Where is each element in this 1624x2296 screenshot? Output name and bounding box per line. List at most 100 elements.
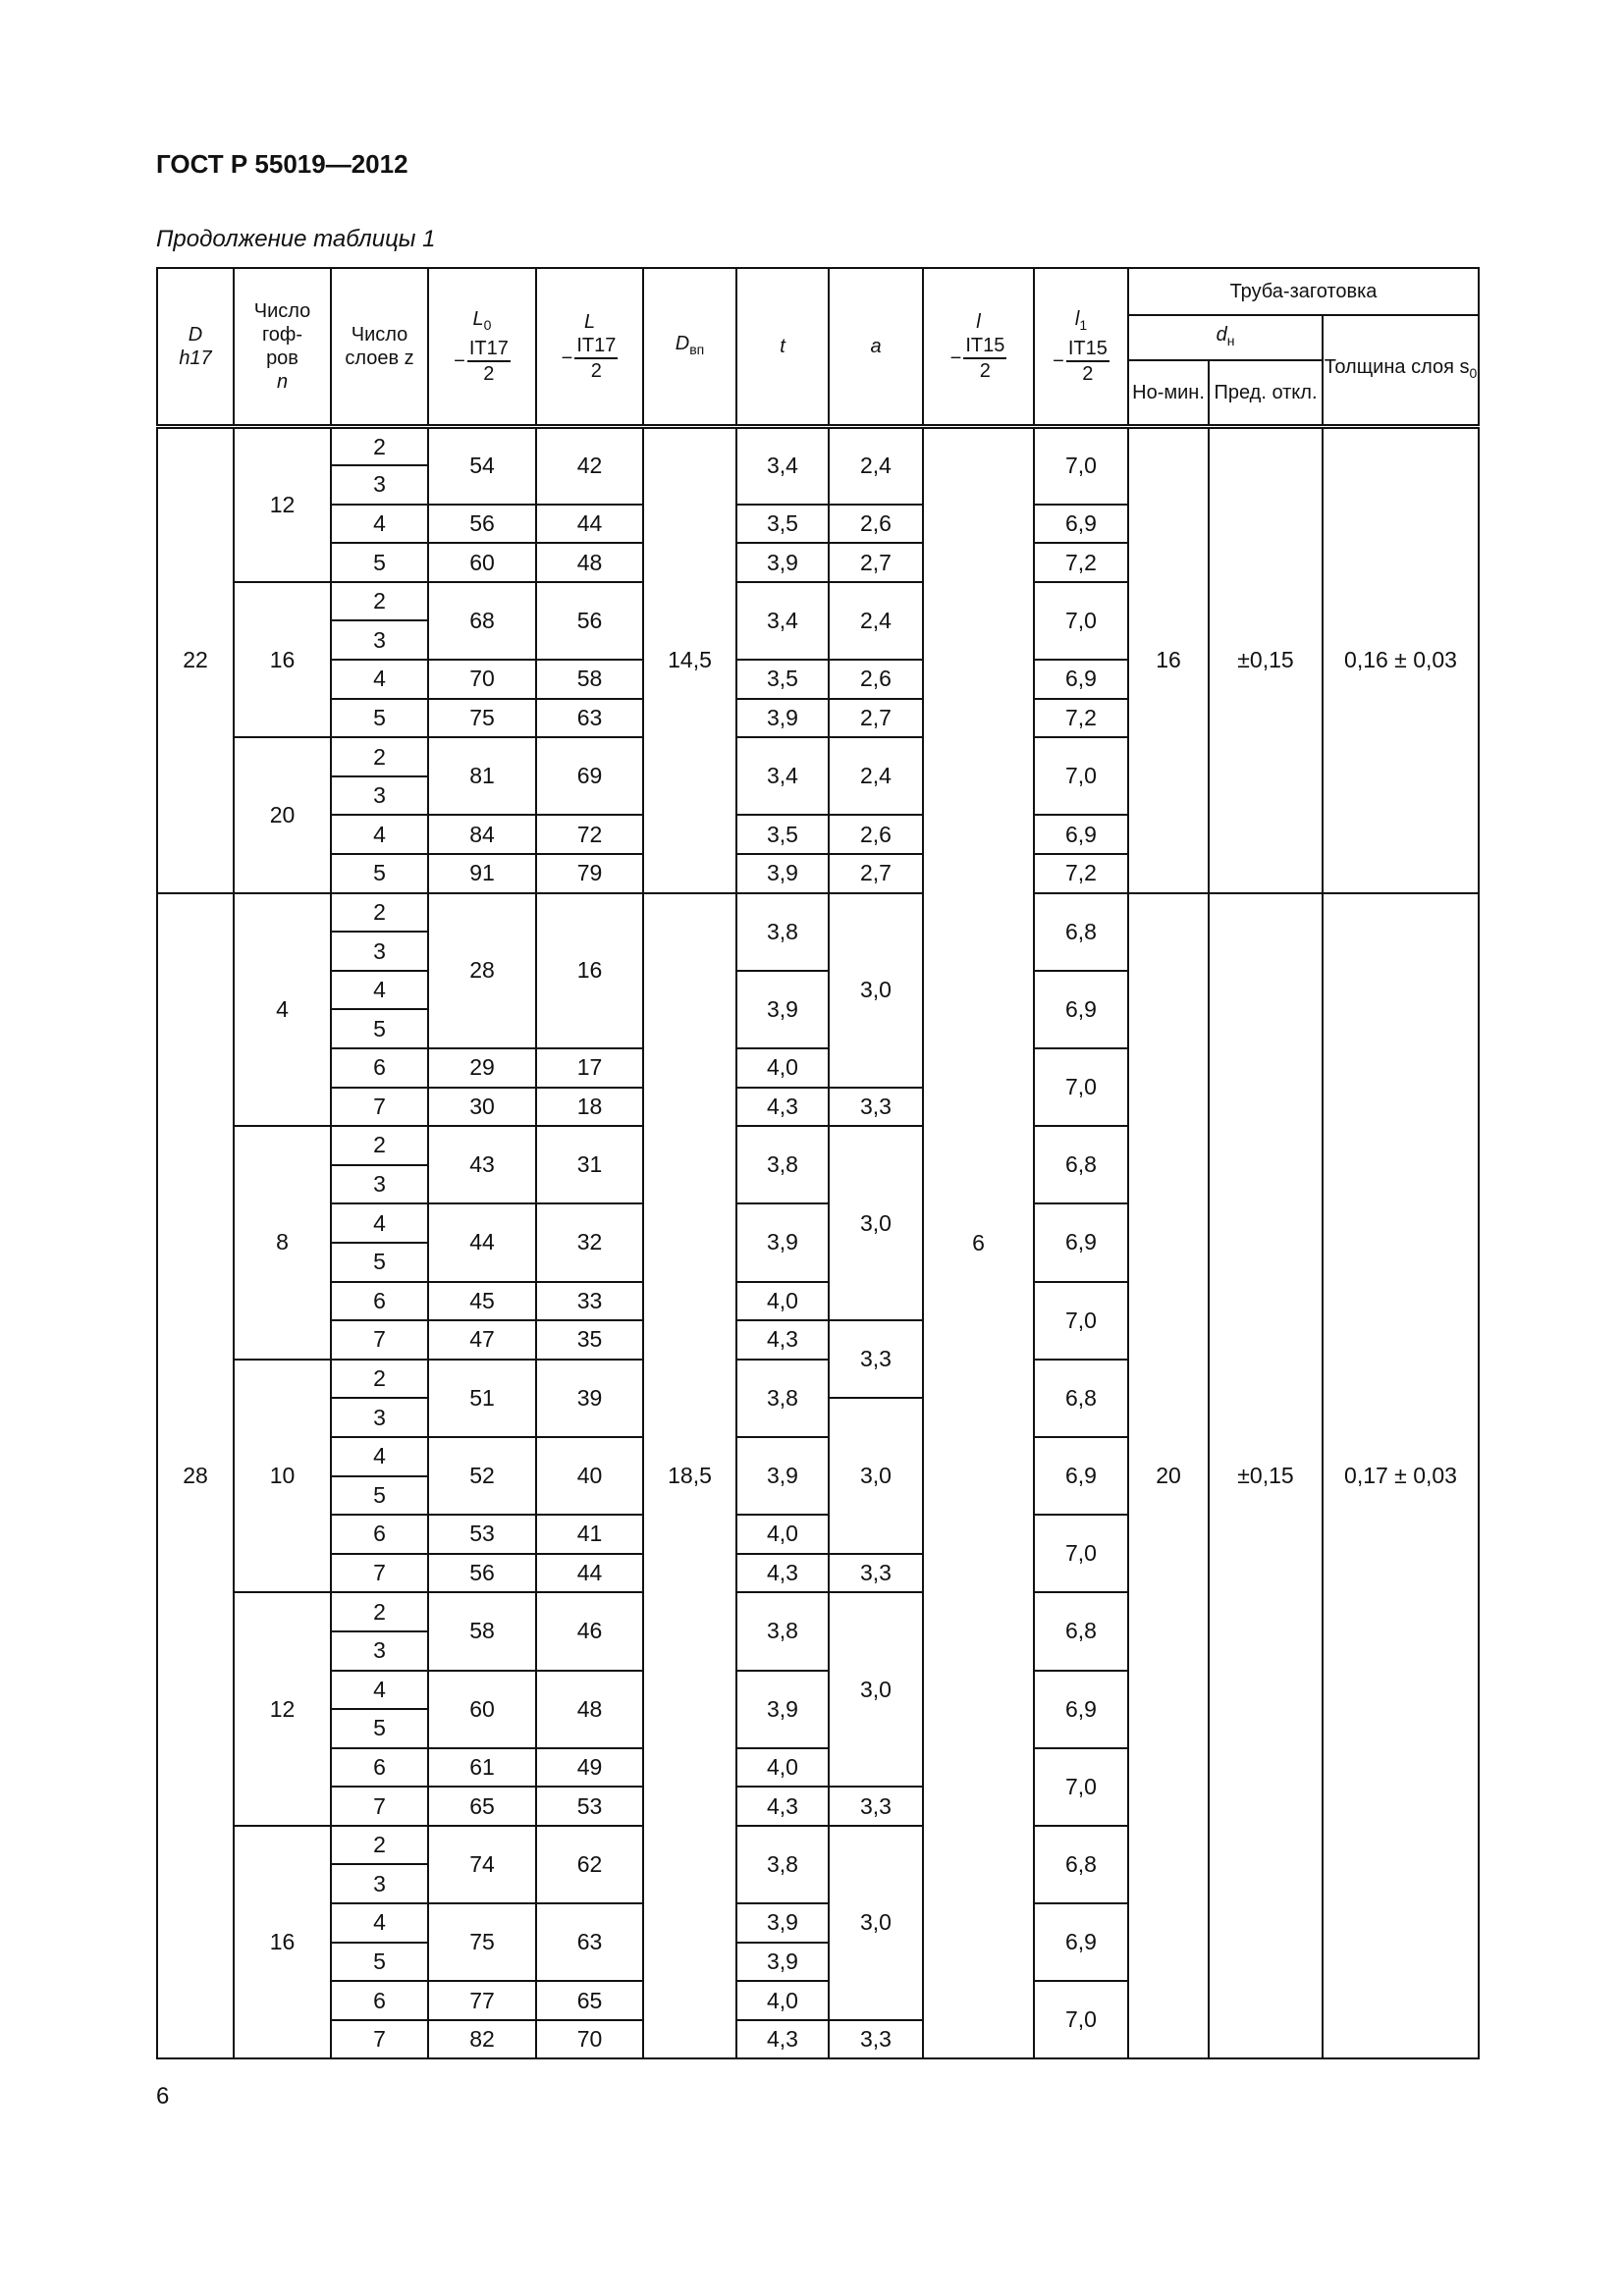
table-cell: 3: [330, 1863, 429, 1905]
table-cell: 70: [427, 659, 537, 700]
table-row: 10 2 51 39 3,8 6,8: [157, 1358, 1479, 1594]
table-row: 4 3,9 6,9: [157, 969, 1479, 1050]
table-row: 6 45 33 4,0 7,0: [157, 1280, 1479, 1361]
table-cell: 12: [233, 1591, 332, 1827]
table-row: 4 52 40 3,9 6,9: [157, 1435, 1479, 1517]
table-cell: 14,5: [642, 425, 737, 894]
table-cell: 60: [427, 1669, 537, 1749]
table-row: 5: [157, 1008, 1479, 1049]
table-cell: 3,5: [735, 814, 830, 856]
table-cell: 10: [233, 1358, 332, 1594]
table-cell: 4,0: [735, 1280, 830, 1322]
table-cell: 6,8: [1033, 1358, 1129, 1438]
table-cell: 0,16 ± 0,03: [1322, 425, 1480, 894]
table-row: 4 56 44 3,5 2,6 6,9: [157, 503, 1479, 545]
table-cell: 43: [427, 1125, 537, 1205]
table-cell: 6,8: [1033, 1125, 1129, 1205]
table-cell: 3,9: [735, 1202, 830, 1283]
table-cell: 56: [535, 580, 644, 662]
table-cell: 3: [330, 464, 429, 506]
table-cell: 6: [330, 1280, 429, 1322]
table-body: 22 12 2 54 42 14,5 3,4 2,4 6 7,0 16 ±0,15 0,16 ± 0,0…: [156, 425, 1480, 2060]
table-row: 3: [157, 931, 1479, 972]
table-cell: 2: [330, 1824, 429, 1866]
table-cell: 6: [330, 1746, 429, 1789]
table-cell: 44: [427, 1202, 537, 1283]
table-cell: 6,9: [1033, 969, 1129, 1050]
table-row: 6 77 65 4,0 7,0: [157, 1980, 1479, 2060]
table-cell: 61: [427, 1746, 537, 1789]
col-group-tube: Труба-заготовка: [1127, 267, 1480, 316]
table-row: 7 65 53 4,3 3,3: [157, 1786, 1479, 1827]
table-cell: 53: [535, 1786, 644, 1827]
table-cell: 6,9: [1033, 1435, 1129, 1517]
table-cell: 7: [330, 2018, 429, 2060]
table-cell: 44: [535, 503, 644, 545]
table-row: 4 70 58 3,5 2,6 6,9: [157, 659, 1479, 700]
table-cell: 5: [330, 1241, 429, 1283]
table-cell: 3,9: [735, 1435, 830, 1517]
table-cell: 72: [535, 814, 644, 856]
table-cell: 6,9: [1033, 1902, 1129, 1983]
col-L: L − IT17 2: [535, 267, 644, 429]
table-cell: 3,0: [828, 1397, 924, 1555]
table-cell: 47: [427, 1319, 537, 1361]
table-cell: 69: [535, 736, 644, 817]
table-cell: 56: [427, 503, 537, 545]
col-L0: L0− IT17 2: [427, 267, 537, 429]
document-title: ГОСТ Р 55019—2012: [156, 149, 408, 179]
table-cell: 3: [330, 1629, 429, 1672]
table-cell: 4,0: [735, 1980, 830, 2021]
table-cell: 6,8: [1033, 891, 1129, 972]
table-cell: 12: [233, 425, 332, 583]
table-cell: 4: [330, 1435, 429, 1477]
table-cell: ±0,15: [1208, 425, 1324, 894]
table-cell: 3,4: [735, 736, 830, 817]
table-cell: 3,8: [735, 1125, 830, 1205]
table-cell: 58: [535, 659, 644, 700]
table-cell: 31: [535, 1125, 644, 1205]
table-cell: 20: [1127, 891, 1210, 2060]
table-cell: 3,9: [735, 969, 830, 1050]
table-row: 5 75 63 3,9 2,7 7,2: [157, 697, 1479, 739]
table-cell: 5: [330, 1474, 429, 1517]
table-cell: 4: [330, 1902, 429, 1944]
table-cell: 49: [535, 1746, 644, 1789]
table-cell: 65: [427, 1786, 537, 1827]
table-row: 5 3,9: [157, 1941, 1479, 1983]
table-cell: 4: [330, 1669, 429, 1711]
table-row: 5: [157, 1474, 1479, 1517]
col-l: l − IT15 2: [922, 267, 1035, 429]
table-cell: 7,0: [1033, 1280, 1129, 1361]
table-cell: 5: [330, 697, 429, 739]
table-cell: 53: [427, 1514, 537, 1555]
table-cell: 62: [535, 1824, 644, 1905]
table-cell: 18: [535, 1086, 644, 1128]
table-row: 6 29 17 4,0 7,0: [157, 1046, 1479, 1128]
table-cell: 63: [535, 1902, 644, 1983]
table-cell: 63: [535, 697, 644, 739]
table-cell: 3: [330, 1397, 429, 1438]
table-cell: 39: [535, 1358, 644, 1438]
table-row: 5: [157, 1708, 1479, 1749]
table-cell: 4,0: [735, 1746, 830, 1789]
table-cell: 3,5: [735, 503, 830, 545]
table-cell: 46: [535, 1591, 644, 1672]
table-cell: 6: [330, 1514, 429, 1555]
table-cell: 16: [535, 891, 644, 1050]
table-cell: 2: [330, 736, 429, 777]
col-Dvp: Dвп: [642, 267, 737, 429]
table-cell: 28: [427, 891, 537, 1050]
table-cell: 48: [535, 1669, 644, 1749]
table-cell: 3,8: [735, 891, 830, 972]
table-cell: 48: [535, 542, 644, 583]
table-row: 3: [157, 464, 1479, 506]
table-row: 12 2 58 46 3,8 3,0 6,8: [157, 1591, 1479, 1827]
table-cell: 3,8: [735, 1824, 830, 1905]
table-cell: 4,0: [735, 1514, 830, 1555]
table-cell: 6,9: [1033, 1669, 1129, 1749]
table-cell: 2: [330, 1125, 429, 1166]
